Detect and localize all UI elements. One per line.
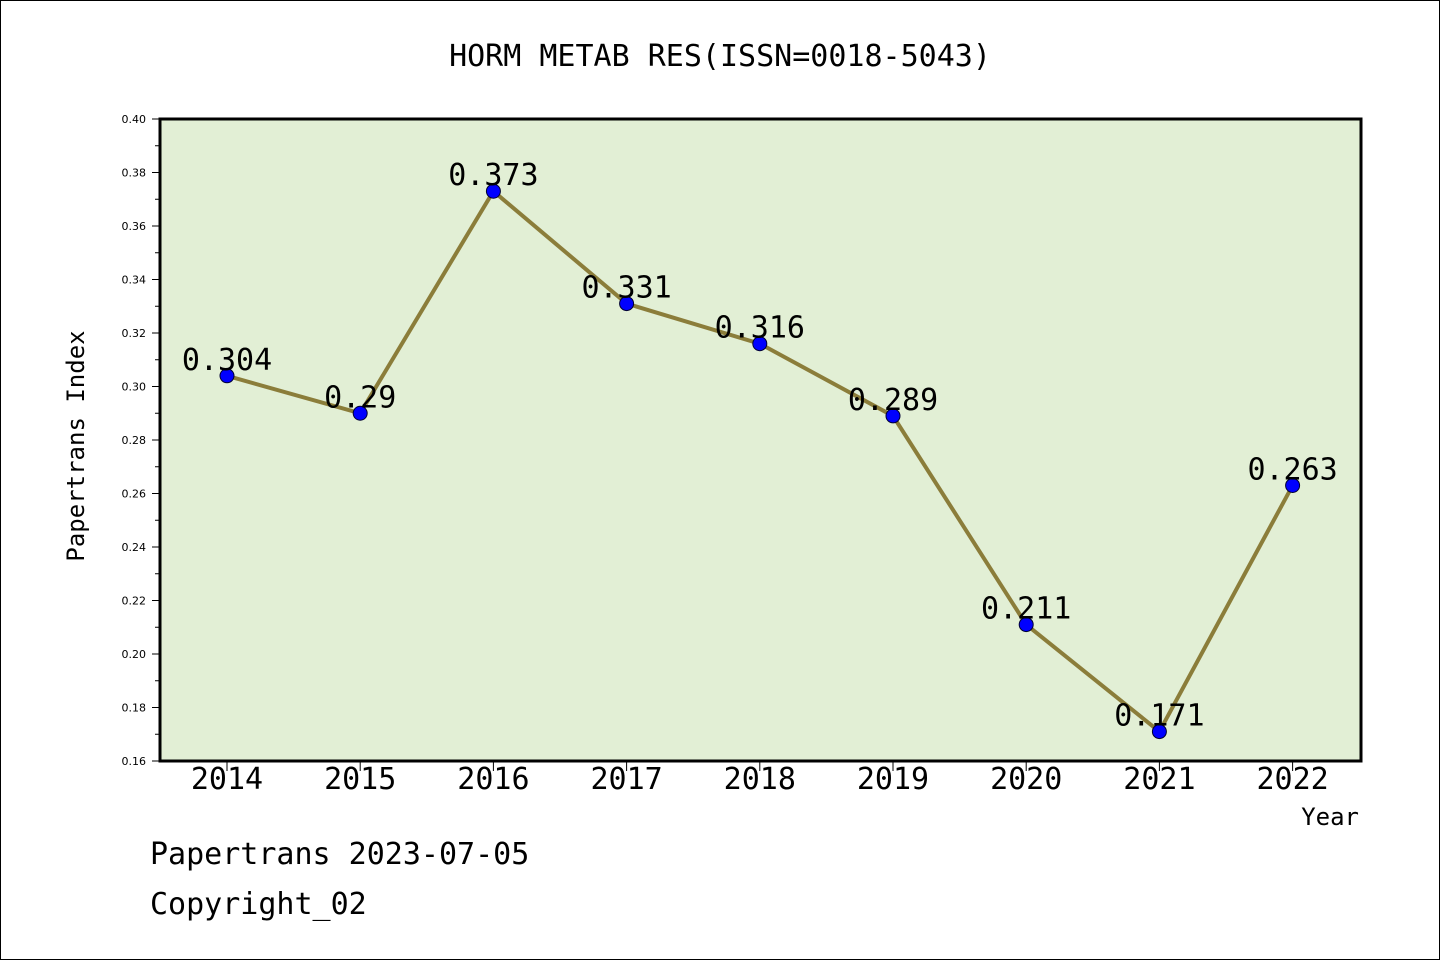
data-point (1018, 617, 1034, 633)
x-tick-label: 2022 (1256, 762, 1328, 797)
y-tick-label: 0.30 (122, 381, 147, 394)
data-label: 0.289 (848, 383, 938, 418)
x-tick-label: 2015 (324, 762, 396, 797)
data-point (485, 183, 501, 199)
data-label: 0.331 (581, 271, 671, 306)
footer-date: Papertrans 2023-07-05 (150, 837, 529, 872)
data-label: 0.316 (715, 311, 805, 346)
x-axis: 2014 2015 2016 2017 2018 2019 2020 2021 2022 (191, 761, 1329, 797)
y-tick-label: 0.28 (122, 434, 147, 447)
data-label: 0.304 (182, 343, 272, 378)
y-tick-label: 0.22 (122, 595, 147, 608)
data-label: 0.171 (1114, 699, 1204, 734)
data-point (752, 336, 768, 352)
plot-area (158, 117, 1363, 763)
series-group (219, 183, 1301, 740)
x-tick-label: 2017 (590, 762, 662, 797)
data-label: 0.373 (448, 158, 538, 193)
data-label: 0.29 (324, 380, 396, 415)
y-tick-label: 0.20 (122, 648, 147, 661)
y-tick-label: 0.36 (122, 220, 147, 233)
footer-copyright: Copyright_02 (150, 887, 367, 922)
data-point (1151, 724, 1167, 740)
data-point (352, 405, 368, 421)
chart-title: HORM METAB RES(ISSN=0018-5043) (449, 39, 991, 74)
y-axis: 0.16 0.18 0.20 0.22 0.24 0.26 0.28 0.30 0.32 0.34… (122, 113, 160, 768)
y-tick-label: 0.38 (122, 167, 147, 180)
data-labels-group: 0.304 0.29 0.373 0.331 0.316 0.289 0.211 0.171 0… (182, 158, 1338, 733)
x-tick-label: 2014 (191, 762, 263, 797)
x-tick-label: 2016 (457, 762, 529, 797)
y-tick-label: 0.16 (122, 755, 147, 768)
data-point (885, 408, 901, 424)
data-label: 0.211 (981, 592, 1071, 627)
x-axis-label: Year (1301, 803, 1359, 831)
y-tick-label: 0.40 (122, 113, 147, 126)
y-tick-label: 0.24 (122, 541, 147, 554)
data-point (219, 368, 235, 384)
x-tick-label: 2020 (990, 762, 1062, 797)
y-tick-label: 0.18 (122, 702, 147, 715)
data-point (1285, 477, 1301, 493)
x-tick-label: 2018 (724, 762, 796, 797)
data-label: 0.263 (1247, 452, 1337, 487)
x-tick-label: 2021 (1123, 762, 1195, 797)
data-point (619, 296, 635, 312)
y-tick-label: 0.32 (122, 327, 147, 340)
y-tick-label: 0.26 (122, 488, 147, 501)
y-axis-label: Papertrans Index (62, 330, 90, 561)
x-tick-label: 2019 (857, 762, 929, 797)
y-tick-label: 0.34 (122, 274, 147, 287)
